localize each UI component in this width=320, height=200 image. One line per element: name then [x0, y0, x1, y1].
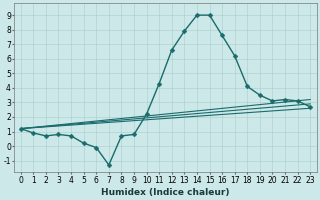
- X-axis label: Humidex (Indice chaleur): Humidex (Indice chaleur): [101, 188, 230, 197]
